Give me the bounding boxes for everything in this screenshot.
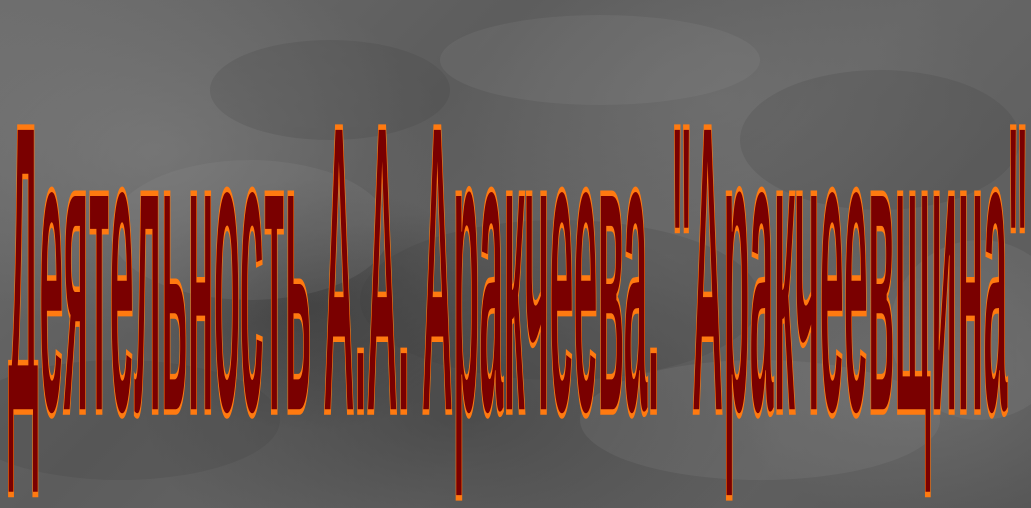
- slide-title: Деятельность А.А. Аракчеева. "Аракчеевщи…: [8, 37, 1028, 502]
